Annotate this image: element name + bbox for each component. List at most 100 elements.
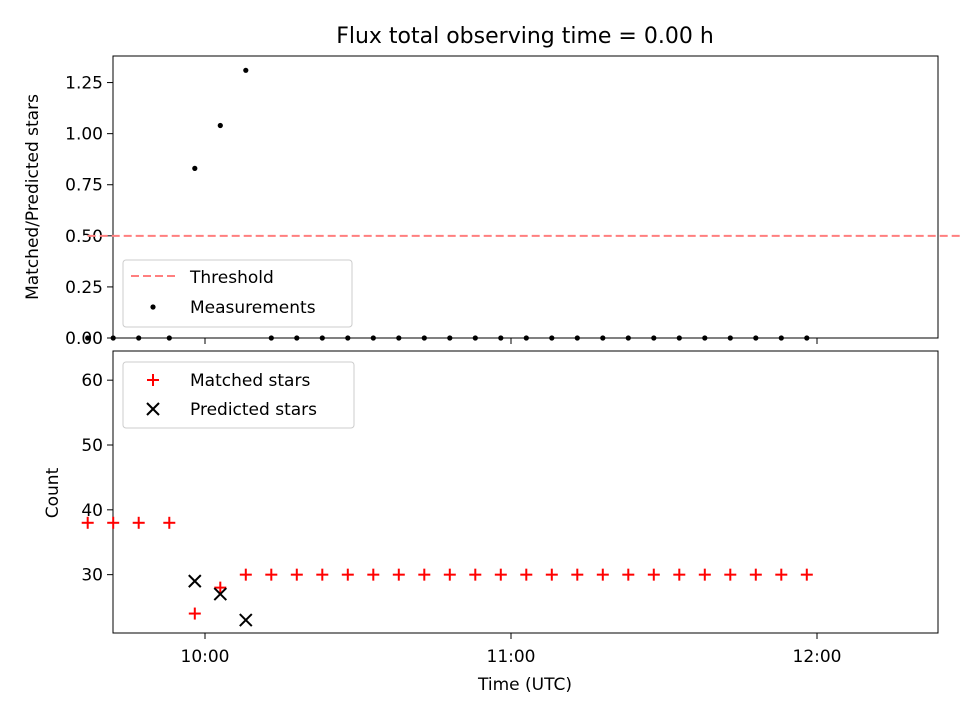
measurement-point [319, 335, 325, 341]
count-panel-frame [112, 350, 939, 634]
ratio-legend-box [122, 259, 353, 328]
measurement-point [396, 335, 402, 341]
matched-stars-point [698, 568, 711, 581]
matched-stars-point [622, 568, 635, 581]
measurement-point [136, 335, 142, 341]
matched-stars-point [775, 568, 788, 581]
measurement-point [370, 335, 376, 341]
predicted-stars-point [213, 587, 228, 601]
matched-stars-point [494, 568, 507, 581]
ratio-y-tick-label: 0.00 [65, 329, 103, 349]
ratio-y-axis-label: Matched/Predicted stars [23, 94, 43, 300]
matched-stars-point [188, 607, 201, 620]
measurement-point [447, 335, 453, 341]
ratio-x-ticks [204, 338, 818, 344]
count-x-tick-label: 12:00 [793, 647, 842, 667]
measurement-point [85, 335, 91, 341]
matched-stars-point [290, 568, 303, 581]
measurement-point [421, 335, 427, 341]
measurement-point [294, 335, 300, 341]
matched-stars-point [749, 568, 762, 581]
legend-matched-swatch [147, 374, 159, 386]
ratio-y-tick-label: 0.75 [65, 176, 103, 196]
legend-predicted-label: Predicted stars [190, 400, 317, 420]
measurement-point [268, 335, 274, 341]
measurement-point [625, 335, 631, 341]
measurement-point [727, 335, 733, 341]
matched-stars-point [265, 568, 278, 581]
matched-stars-point [520, 568, 533, 581]
measurement-point [166, 335, 172, 341]
ratio-y-ticks: 0.00 0.25 0.50 0.75 1.00 1.25 [65, 74, 113, 349]
matched-stars-point [418, 568, 431, 581]
count-y-tick-label: 60 [81, 371, 103, 391]
legend-measurements-label: Measurements [190, 298, 316, 318]
measurement-point [472, 335, 478, 341]
count-legend-box [122, 361, 355, 429]
count-panel: Count Time (UTC) 30 40 50 60 10:00 11:00 12:0… [43, 350, 939, 695]
count-y-ticks: 30 40 50 60 [81, 371, 113, 586]
measurement-point [676, 335, 682, 341]
ratio-y-tick-label: 1.00 [65, 125, 103, 145]
matched-stars-point [469, 568, 482, 581]
matched-stars-point [545, 568, 558, 581]
x-axis-label: Time (UTC) [477, 675, 572, 695]
count-plot-area [81, 516, 813, 627]
measurement-point [192, 165, 198, 171]
matched-stars-point [673, 568, 686, 581]
matched-stars-point [392, 568, 405, 581]
count-x-tick-label: 10:00 [181, 647, 230, 667]
matched-stars-point [214, 581, 227, 594]
measurement-point [804, 335, 810, 341]
count-y-tick-label: 50 [81, 436, 103, 456]
ratio-y-tick-label: 0.25 [65, 278, 103, 298]
measurement-point [574, 335, 580, 341]
count-y-axis-label: Count [43, 467, 63, 518]
count-y-tick-label: 30 [81, 566, 103, 586]
matched-stars-point [341, 568, 354, 581]
measurement-point [243, 67, 249, 73]
chart-title: Flux total observing time = 0.00 h [336, 24, 714, 49]
matched-stars-point [800, 568, 813, 581]
measurement-point [778, 335, 784, 341]
legend-threshold-label: Threshold [189, 268, 274, 288]
ratio-panel: Matched/Predicted stars 0.00 0.25 0.50 0.75… [23, 55, 960, 349]
legend-predicted-swatch [146, 402, 160, 416]
measurement-point [600, 335, 606, 341]
matched-stars-point [239, 568, 252, 581]
predicted-stars-point [239, 613, 253, 627]
measurement-point [702, 335, 708, 341]
matched-stars-point [81, 516, 94, 529]
matched-stars-point [596, 568, 609, 581]
measurement-point [498, 335, 504, 341]
measurement-point [345, 335, 351, 341]
matched-stars-point [132, 516, 145, 529]
ratio-y-tick-label: 0.50 [65, 227, 103, 247]
matched-stars-point [316, 568, 329, 581]
measurement-point [549, 335, 555, 341]
matched-stars-point [107, 516, 120, 529]
matched-stars-point [724, 568, 737, 581]
count-legend: Matched stars Predicted stars [122, 361, 355, 429]
matched-stars-point [443, 568, 456, 581]
matched-stars-point [647, 568, 660, 581]
ratio-plot-area [85, 67, 960, 341]
measurement-point [217, 122, 223, 129]
legend-measurements-swatch [150, 304, 156, 310]
matched-stars-point [367, 568, 380, 581]
measurement-point [523, 335, 529, 341]
measurement-point [110, 335, 116, 341]
predicted-stars-point [188, 574, 202, 588]
count-x-tick-label: 11:00 [487, 647, 536, 667]
ratio-legend: Threshold Measurements [122, 259, 353, 328]
measurement-point [753, 335, 759, 341]
count-y-tick-label: 40 [81, 501, 103, 521]
matched-stars-point [571, 568, 584, 581]
matched-stars-point [163, 516, 176, 529]
measurement-point [651, 335, 657, 341]
ratio-y-tick-label: 1.25 [65, 74, 103, 94]
legend-matched-label: Matched stars [190, 371, 310, 391]
